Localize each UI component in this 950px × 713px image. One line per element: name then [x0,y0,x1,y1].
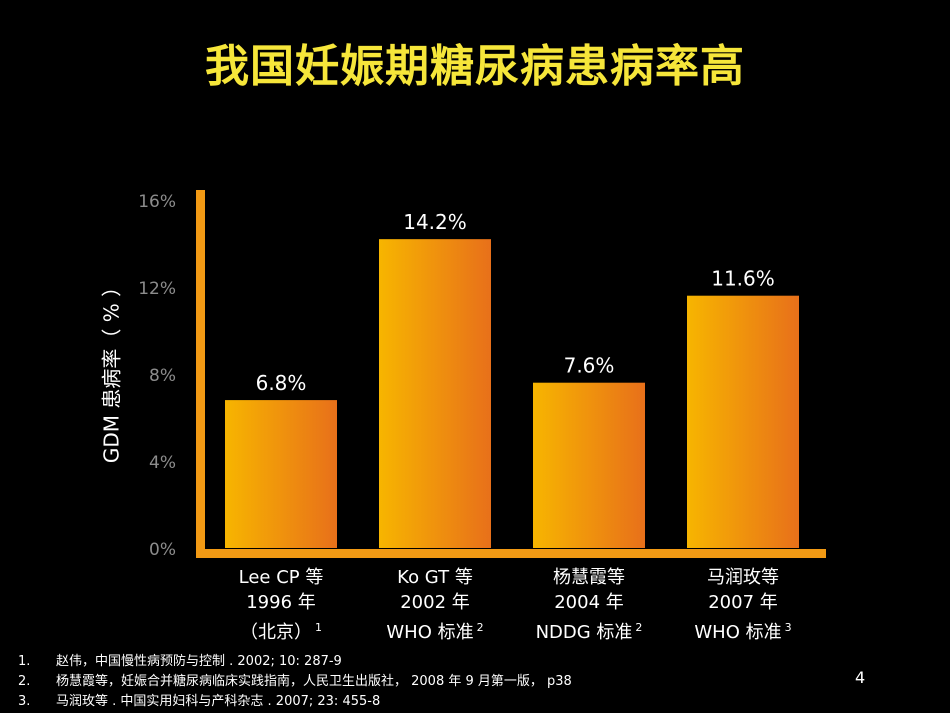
reference-superscript: 3 [784,621,792,634]
category-standard: WHO 标准 [694,622,782,643]
references: 1. 赵伟，中国慢性病预防与控制 . 2002; 10: 287-9 2. 杨慧… [18,652,572,712]
slide-title: 我国妊娠期糖尿病患病率高 [205,41,745,92]
reference-number: 1. [18,654,31,669]
bar-value-label: 7.6% [564,354,615,378]
reference-text: 马润玫等 . 中国实用妇科与产科杂志 . 2007; 23: 455-8 [56,694,381,709]
category-line: 1996 年 [246,592,316,613]
x-axis-line [196,549,826,558]
category-standard: NDDG 标准 [535,622,633,643]
bar-value-label: 11.6% [711,267,775,291]
reference-superscript: 1 [315,621,322,634]
bar-value-label: 14.2% [403,210,467,234]
category-standard: （北京） [240,622,312,643]
category-line: 2004 年 [554,592,624,613]
category-line: 马润玫等 [707,567,779,588]
category-line: NDDG 标准 2 [509,615,669,645]
reference-superscript: 2 [635,621,643,634]
y-axis-label: GDM 患病率（ % ） [99,276,124,464]
x-category-label: Lee CP 等 1996 年（北京） 1 [201,565,361,645]
bar-value-label: 6.8% [256,371,307,395]
bar [379,239,491,548]
category-line: （北京） 1 [201,615,361,645]
reference-number: 2. [18,674,31,689]
category-line: Lee CP 等 [238,567,324,588]
y-tick-label: 8% [149,366,176,386]
x-category-label: 杨慧霞等 2004 年 NDDG 标准 2 [509,565,669,645]
category-line: Ko GT 等 [397,567,473,588]
y-axis-line [196,190,205,558]
category-line: 杨慧霞等 [553,567,625,588]
y-tick-label: 0% [149,540,176,560]
y-tick-label: 4% [149,453,176,473]
reference-number: 3. [18,694,31,709]
bar [533,382,645,548]
y-tick-label: 12% [138,279,176,299]
x-category-label: 马润玫等 2007 年 WHO 标准 3 [663,565,823,645]
bar [687,295,799,548]
reference-item: 3. 马润玫等 . 中国实用妇科与产科杂志 . 2007; 23: 455-8 [18,692,572,712]
reference-item: 2. 杨慧霞等，妊娠合并糖尿病临床实践指南，人民卫生出版社， 2008 年 9 … [18,672,572,692]
reference-superscript: 2 [476,621,484,634]
bar [225,400,337,548]
category-line: 2007 年 [708,592,778,613]
x-category-label: Ko GT 等 2002 年 WHO 标准 2 [355,565,515,645]
category-line: WHO 标准 2 [355,615,515,645]
category-standard: WHO 标准 [386,622,474,643]
reference-text: 赵伟，中国慢性病预防与控制 . 2002; 10: 287-9 [56,654,342,669]
y-tick-label: 16% [138,192,176,212]
reference-text: 杨慧霞等，妊娠合并糖尿病临床实践指南，人民卫生出版社， 2008 年 9 月第一… [56,674,572,689]
category-line: 2002 年 [400,592,470,613]
reference-item: 1. 赵伟，中国慢性病预防与控制 . 2002; 10: 287-9 [18,652,572,672]
category-line: WHO 标准 3 [663,615,823,645]
page-number: 4 [855,668,866,687]
